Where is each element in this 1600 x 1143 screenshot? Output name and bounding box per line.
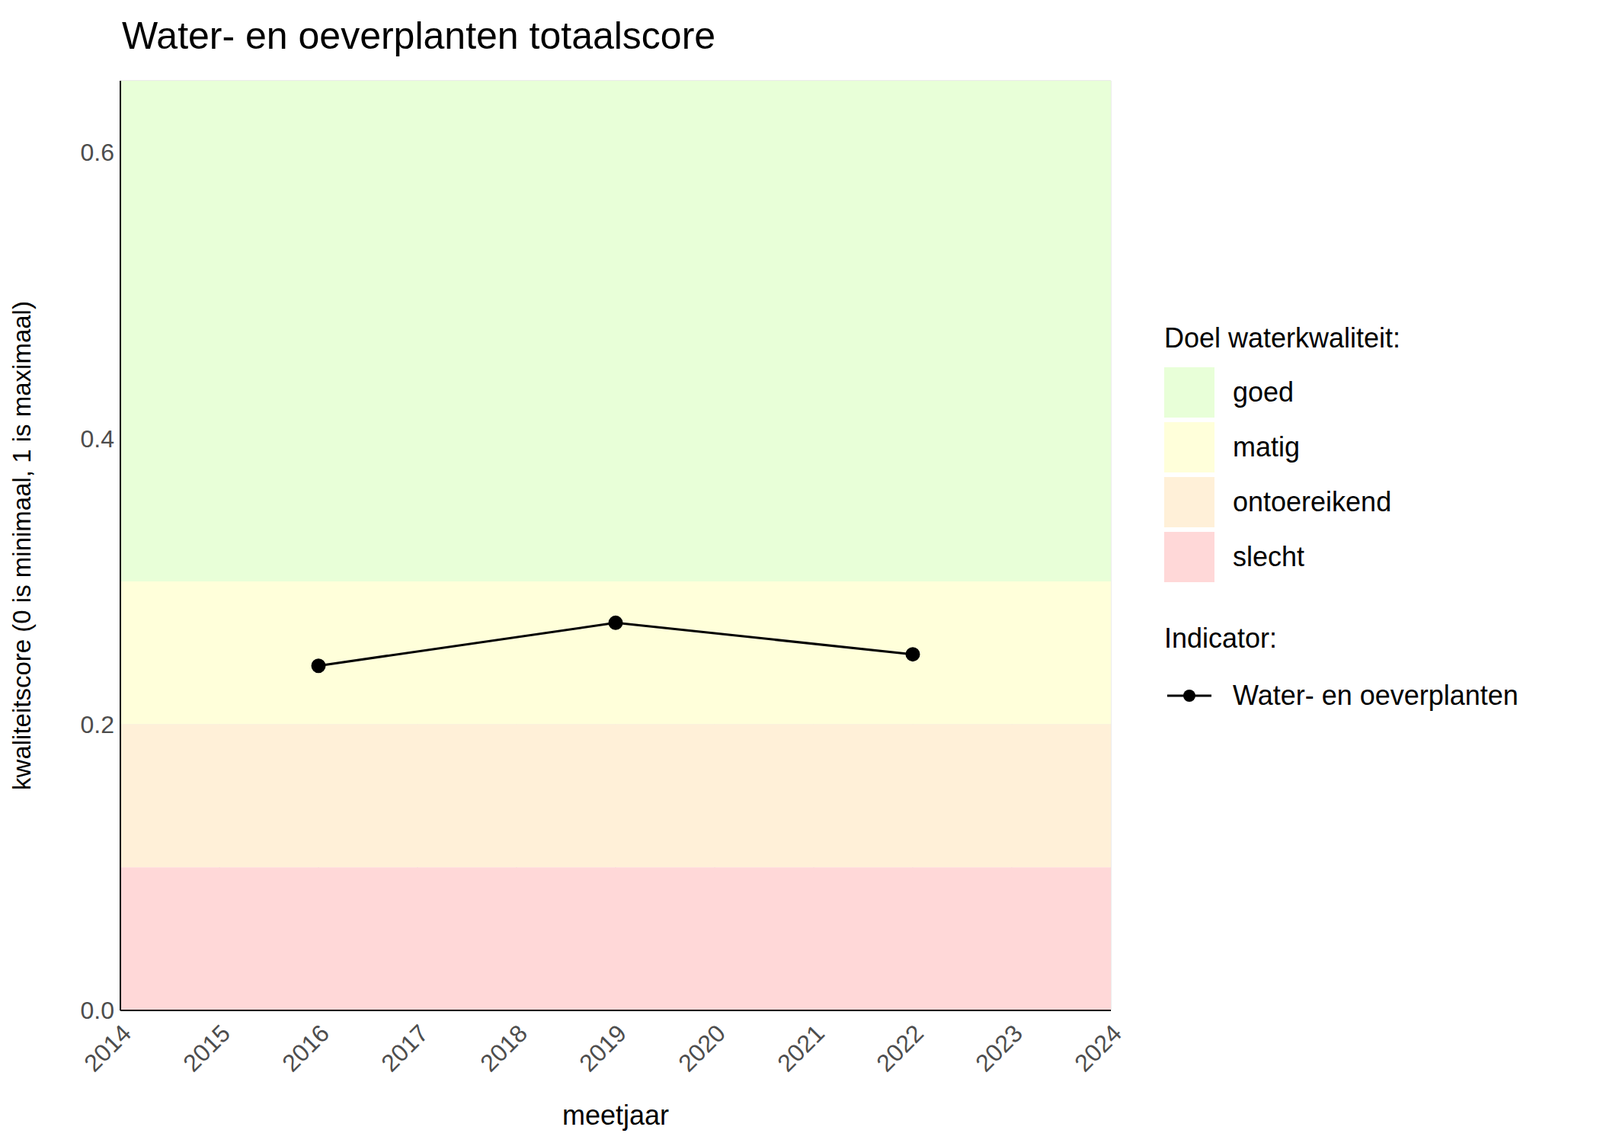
svg-text:0.4: 0.4 bbox=[80, 425, 115, 453]
svg-text:2023: 2023 bbox=[969, 1019, 1028, 1078]
html-text:slecht: slecht bbox=[1232, 540, 1305, 573]
svg-text:2020: 2020 bbox=[672, 1019, 731, 1078]
svg-text:meetjaar: meetjaar bbox=[562, 1099, 669, 1131]
html-text:Water- en oeverplanten totaals: Water- en oeverplanten totaalscore bbox=[121, 14, 716, 58]
svg-text:2021: 2021 bbox=[771, 1019, 830, 1078]
html-text:matig: matig bbox=[1232, 431, 1300, 463]
svg-text:0.6: 0.6 bbox=[80, 138, 115, 167]
svg-text:0.2: 0.2 bbox=[80, 710, 115, 739]
svg-text:2016: 2016 bbox=[276, 1019, 335, 1078]
svg-text:2014: 2014 bbox=[78, 1019, 137, 1078]
svg-text:2015: 2015 bbox=[177, 1019, 236, 1078]
svg-text:0.0: 0.0 bbox=[80, 996, 115, 1024]
svg-text:kwaliteitscore (0 is minimaal,: kwaliteitscore (0 is minimaal, 1 is maxi… bbox=[7, 300, 36, 791]
svg-text:2017: 2017 bbox=[375, 1019, 434, 1078]
html-text:Water- en oeverplanten: Water- en oeverplanten bbox=[1232, 679, 1519, 711]
html-text:Doel waterkwaliteit:: Doel waterkwaliteit: bbox=[1164, 322, 1401, 354]
svg-text:2022: 2022 bbox=[870, 1019, 929, 1078]
svg-text:2024: 2024 bbox=[1068, 1019, 1127, 1078]
html-text:ontoereikend: ontoereikend bbox=[1232, 486, 1392, 518]
html-text:goed: goed bbox=[1232, 376, 1294, 408]
html-text:Indicator:: Indicator: bbox=[1164, 622, 1278, 654]
svg-text:2019: 2019 bbox=[573, 1019, 632, 1078]
svg-text:2018: 2018 bbox=[474, 1019, 533, 1078]
